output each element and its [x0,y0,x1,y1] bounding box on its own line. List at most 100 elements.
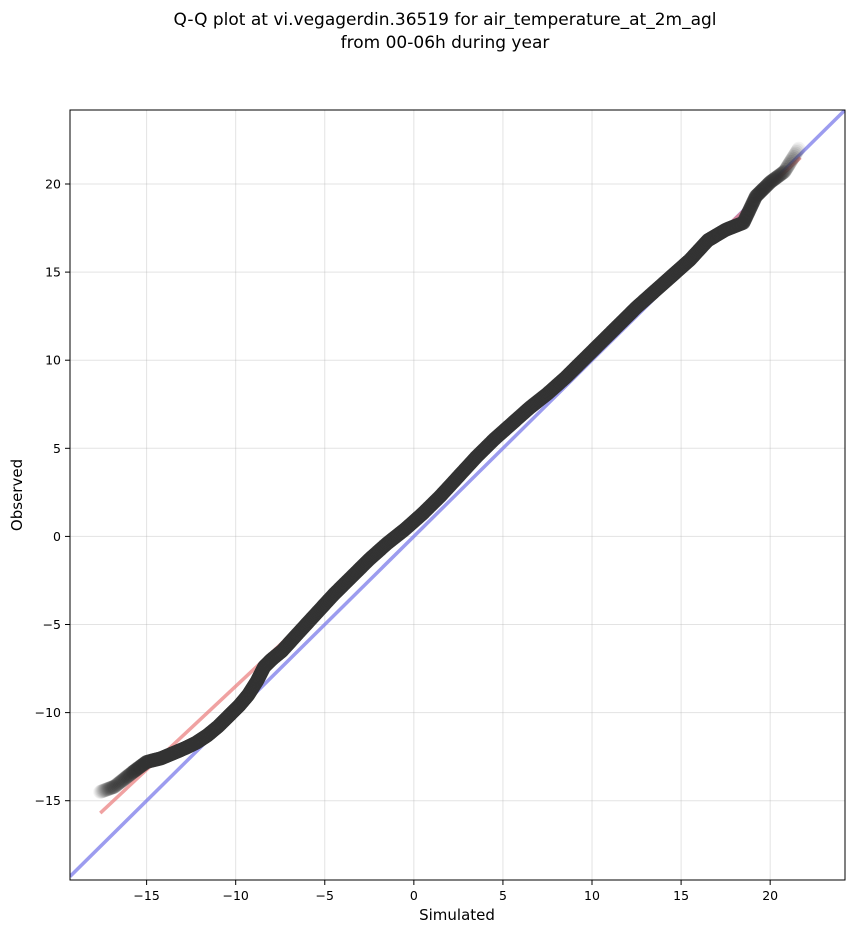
plot-contents [70,110,845,878]
x-axis-label: Simulated [419,906,495,924]
quantile-point [101,781,116,796]
quantile-point [788,146,803,161]
y-tick-label: 15 [45,265,61,280]
y-axis-label: Observed [8,459,26,531]
quantile-point [775,166,790,181]
quantile-point [751,186,766,201]
quantile-point [116,772,131,787]
y-tick-label: −5 [43,617,61,632]
quantile-point [102,781,117,796]
quantile-point [111,776,126,791]
quantile-point [117,771,132,786]
quantile-point [104,780,119,795]
quantile-point [128,763,143,778]
quantile-point [765,173,780,188]
x-tick-label: 10 [584,888,600,903]
quantile-point [782,156,797,171]
quantile-point [777,164,792,179]
quantile-point [750,187,765,202]
x-tick-label: −5 [316,888,334,903]
plot-frame [69,109,846,881]
quantile-point [766,172,781,187]
quantile-point [785,151,800,166]
quantile-point [781,158,796,173]
quantile-point [126,764,141,779]
y-tick-label: 5 [53,441,61,456]
quantile-point [774,166,789,181]
quantile-point [124,766,139,781]
y-tick-label: −15 [35,793,61,808]
quantile-point [784,153,799,168]
quantile-point [759,179,774,194]
x-tick-label: 0 [410,888,418,903]
quantile-point [118,770,133,785]
y-tick-label: 0 [53,529,61,544]
y-tick-label: −10 [35,705,61,720]
x-tick-label: −15 [133,888,159,903]
quantile-point [95,784,110,799]
quantile-point [771,169,786,184]
quantile-point [752,185,767,200]
chart-title-line-2: from 00-06h during year [341,33,550,53]
quantile-point [770,169,785,184]
quantile-point [121,768,136,783]
quantile-point [772,168,787,183]
quantile-point [749,188,764,203]
quantile-point [115,773,130,788]
quantile-point [756,182,771,197]
quantile-point [110,777,125,792]
quantile-point [761,177,776,192]
quantile-point [122,767,137,782]
quantile-point [108,778,123,793]
quantile-point [773,167,788,182]
quantile-point [791,141,806,156]
y-axis-ticks: −15 −10 −5 0 5 10 15 20 [35,177,70,808]
quantile-point [754,184,769,199]
quantile-point [786,149,801,164]
y-tick-label: 10 [45,353,61,368]
quantile-point [790,143,805,158]
quantile-point [112,775,127,790]
quantile-point [760,178,775,193]
quantile-point [127,764,142,779]
quantile-point [767,172,782,187]
x-tick-label: −10 [222,888,248,903]
x-tick-label: 20 [762,888,778,903]
x-tick-label: 5 [499,888,507,903]
quantile-point [779,161,794,176]
quantile-point [103,781,118,796]
quantile-point [764,174,779,189]
quantile-point [757,181,772,196]
quantile-point [94,784,109,799]
quantile-point [96,783,111,798]
quantile-point [762,176,777,191]
quantile-point [98,783,113,798]
quantile-point [100,782,115,797]
quantile-point [105,780,120,795]
quantile-point [99,782,114,797]
quantile-point [783,154,798,169]
quantile-point [780,159,795,174]
quantile-point [97,783,112,798]
quantile-point [778,163,793,178]
quantile-point [758,180,773,195]
quantile-point [787,148,802,163]
grid [70,110,845,880]
quantile-point [768,171,783,186]
x-axis-ticks: −15 −10 −5 0 5 10 15 20 [133,880,778,903]
quantile-point [106,779,121,794]
chart-title-line-1: Q-Q plot at vi.vegagerdin.36519 for air_… [173,10,716,30]
quantile-point [107,779,122,794]
quantile-point [769,170,784,185]
quantile-point [120,769,135,784]
quantile-point [125,765,140,780]
x-tick-label: 15 [673,888,689,903]
quantile-point [755,183,770,198]
quantile-point [776,165,791,180]
quantile-point [113,774,128,789]
quantile-point [763,175,778,190]
quantile-point [789,145,804,160]
quantile-point [93,784,108,799]
y-tick-label: 20 [45,177,61,192]
